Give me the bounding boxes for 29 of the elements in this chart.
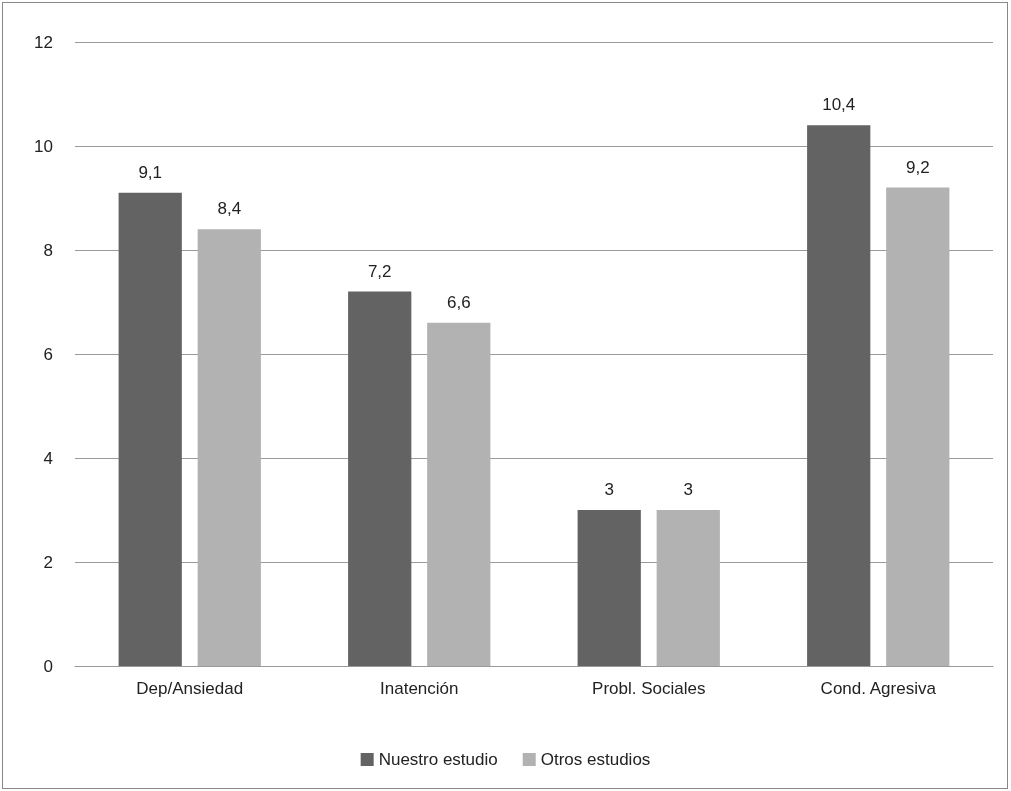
bar: [807, 125, 871, 666]
data-label: 7,2: [367, 261, 392, 281]
y-tick-label: 6: [43, 344, 53, 364]
bar: [427, 322, 491, 666]
bar: [118, 192, 182, 666]
x-tick-label: Dep/Ansiedad: [136, 679, 244, 698]
data-label: 9,2: [905, 157, 930, 177]
bar: [656, 510, 720, 666]
bar: [577, 510, 641, 666]
legend-label: Otros estudios: [540, 750, 651, 769]
y-tick-label: 4: [43, 448, 53, 468]
x-tick-label: Cond. Agresiva: [820, 679, 937, 698]
data-label: 3: [604, 480, 614, 499]
data-label: 8,4: [217, 199, 242, 219]
bar: [886, 187, 950, 666]
y-tick-label: 2: [43, 552, 53, 572]
y-tick-label: 0: [43, 656, 53, 676]
data-label: 3: [683, 480, 694, 499]
data-label: 6,6: [446, 292, 471, 312]
legend-label: Nuestro estudio: [378, 750, 498, 769]
bar: [197, 229, 261, 666]
x-tick-label: Inatención: [380, 679, 459, 698]
data-label: 9,1: [138, 162, 163, 182]
y-tick-label: 12: [34, 32, 53, 52]
x-tick-label: Probl. Sociales: [592, 679, 706, 698]
data-label: 10,4: [822, 95, 856, 115]
y-tick-label: 8: [43, 240, 53, 260]
bar: [348, 291, 412, 666]
y-tick-label: 10: [34, 136, 53, 156]
